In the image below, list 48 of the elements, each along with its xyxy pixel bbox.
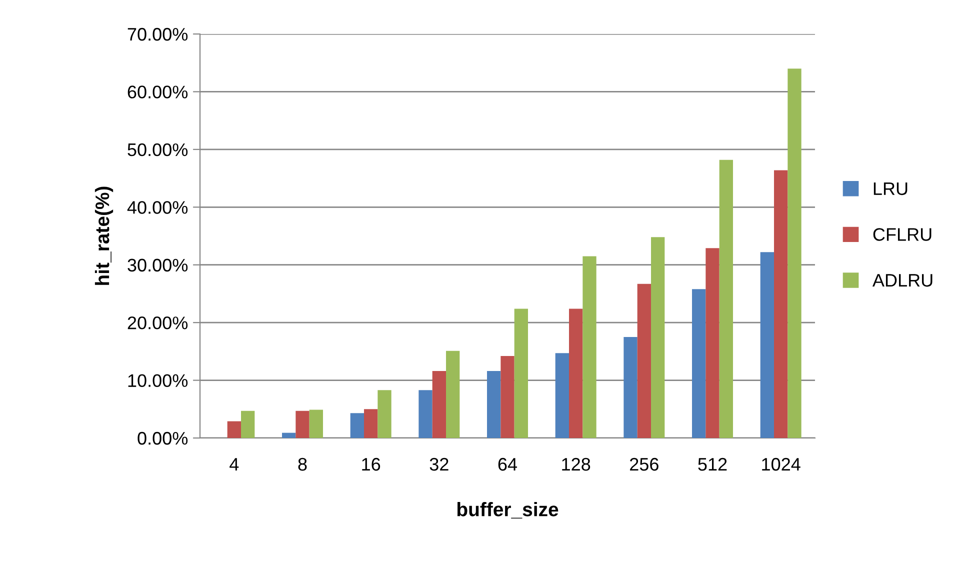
bar — [582, 256, 596, 438]
bar — [500, 356, 514, 438]
x-tick-label: 8 — [298, 458, 307, 471]
y-tick-label: 60.00% — [128, 86, 188, 98]
x-tick-label: 16 — [362, 458, 380, 471]
bar — [719, 160, 733, 438]
x-tick-label: 64 — [498, 458, 518, 471]
bar — [227, 421, 241, 438]
bar — [774, 170, 788, 438]
x-tick-label: 512 — [698, 458, 727, 471]
x-tick-label: 1024 — [762, 458, 800, 471]
bar — [555, 353, 569, 438]
x-axis-title: buffer_size — [457, 502, 558, 519]
x-tick-label: 128 — [562, 458, 590, 471]
y-tick-label: 50.00% — [128, 143, 188, 156]
bar — [350, 413, 364, 438]
bar — [692, 289, 706, 438]
bar — [241, 410, 255, 438]
bar — [296, 410, 310, 438]
bar — [432, 371, 446, 438]
legend-label: LRU — [874, 182, 908, 196]
y-tick-label: 20.00% — [128, 316, 188, 330]
bar — [788, 68, 802, 438]
x-tick-label: 32 — [430, 458, 448, 471]
y-tick-label: 0.00% — [138, 432, 188, 445]
y-tick-label: 10.00% — [128, 374, 188, 388]
bar — [487, 371, 501, 438]
bar — [282, 432, 296, 438]
bar — [446, 350, 460, 438]
legend-label: ADLRU — [872, 274, 932, 287]
bar — [760, 252, 774, 438]
bar — [569, 308, 583, 438]
bar — [309, 410, 323, 438]
y-tick-label: 70.00% — [128, 28, 188, 41]
bar — [651, 237, 665, 438]
bar — [514, 308, 528, 438]
x-tick-label: 256 — [630, 458, 658, 471]
y-tick-label: 30.00% — [128, 258, 188, 272]
bar — [378, 390, 392, 438]
bar — [364, 409, 378, 438]
bar — [418, 390, 432, 438]
bar — [624, 337, 638, 438]
legend-label: CFLRU — [873, 228, 932, 241]
bar — [706, 248, 720, 438]
y-tick-label: 40.00% — [127, 201, 188, 214]
bar — [637, 284, 651, 438]
y-axis-title: hit_rate(%) — [94, 186, 114, 285]
x-tick-label: 4 — [230, 458, 239, 471]
